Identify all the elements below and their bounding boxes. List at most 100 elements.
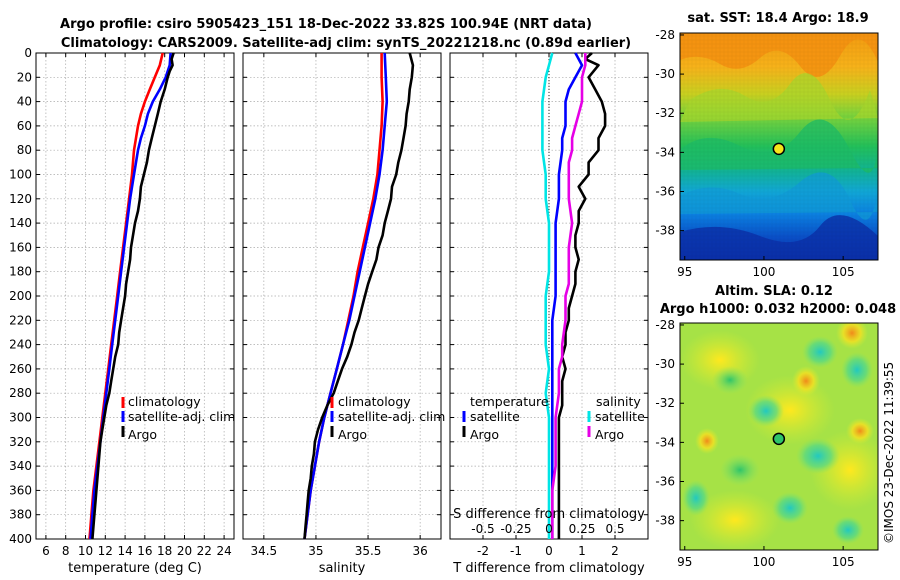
map-x-tick-label: 100	[752, 555, 775, 569]
legend-temperature-title: temperature	[470, 394, 549, 409]
map-y-tick-label: -28	[655, 318, 675, 332]
map-y-tick-label: -32	[655, 106, 675, 120]
salinity-panel: 34.5 35 35.5 36 salinity	[242, 52, 442, 576]
legend-s-argo-label: Argo	[595, 427, 624, 442]
x-tick-label: 1	[578, 544, 586, 558]
y-tick-label: 160	[9, 240, 32, 254]
series-line	[303, 52, 389, 540]
legend-argo-label: Argo	[338, 427, 367, 442]
map-x-tick-label: 95	[677, 265, 692, 279]
x-tick-label: 10	[78, 544, 93, 558]
x-tick-label: -1	[510, 544, 522, 558]
temperature-legend: climatology satellite-adj. clim Argo	[121, 394, 235, 442]
x-tick-label: 35.5	[355, 544, 382, 558]
salinity-legend: climatology satellite-adj. clim Argo	[330, 394, 445, 442]
map-y-tick-label: -36	[655, 475, 675, 489]
legend-salinity-title: salinity	[596, 394, 641, 409]
difference-salinity-legend: salinity satellite Argo	[587, 394, 645, 442]
x-tick-label: 6	[42, 544, 50, 558]
sst-map-title: sat. SST: 18.4 Argo: 18.9	[687, 11, 868, 26]
map-x-tick-label: 105	[832, 265, 855, 279]
y-tick-label: 140	[9, 216, 32, 230]
map-y-tick-label: -38	[655, 514, 675, 528]
legend-t-satellite-label: satellite	[470, 409, 520, 424]
y-tick-label: 360	[9, 483, 32, 497]
y-tick-label: 60	[17, 119, 32, 133]
sst-map-axes: 95 100 105 -28 -30 -32 -34 -36 -38	[655, 28, 854, 279]
map-y-tick-label: -30	[655, 357, 675, 371]
series-line	[551, 53, 587, 539]
difference-temperature-legend: temperature satellite Argo	[462, 394, 549, 442]
figure-title-line1: Argo profile: csiro 5905423_151 18-Dec-2…	[60, 17, 592, 32]
y-tick-label: 100	[9, 168, 32, 182]
map-y-tick-label: -34	[655, 435, 675, 449]
y-tick-label: 240	[9, 338, 32, 352]
y-tick-label: 320	[9, 435, 32, 449]
s-tick-label: -0.25	[500, 522, 531, 536]
y-tick-label: 260	[9, 362, 32, 376]
sla-map-image	[680, 323, 878, 550]
legend-s-satellite-label: satellite	[595, 409, 645, 424]
map-y-tick-label: -30	[655, 67, 675, 81]
copyright-stamp: ©IMOS 23-Dec-2022 11:39:55	[882, 362, 896, 544]
y-tick-label: 400	[9, 532, 32, 546]
x-axis-label: T difference from climatology	[452, 561, 645, 576]
x-tick-label: 12	[98, 544, 113, 558]
legend-t-argo-label: Argo	[470, 427, 499, 442]
x-axis-label: salinity	[319, 561, 366, 576]
s-tick-label: 0	[545, 522, 553, 536]
map-y-tick-label: -28	[655, 28, 675, 42]
y-tick-label: 380	[9, 508, 32, 522]
y-tick-label: 0	[24, 46, 32, 60]
sst-argo-location-marker	[772, 142, 786, 156]
series-line	[303, 52, 415, 540]
x-tick-label: 14	[117, 544, 132, 558]
map-y-tick-label: -36	[655, 185, 675, 199]
map-y-tick-label: -32	[655, 396, 675, 410]
temperature-panel: 6 8 10 12 14 16 18 20 22 240204060801001201401601…	[9, 46, 235, 576]
s-tick-label: 0.5	[605, 522, 624, 536]
y-tick-label: 220	[9, 313, 32, 327]
legend-satellite-label: satellite-adj. clim	[128, 409, 235, 424]
sla-map-frame	[679, 322, 879, 551]
s-difference-ticks: -0.5 -0.25 0 0.25 0.5	[471, 522, 624, 536]
series-line	[91, 52, 175, 540]
y-tick-label: 300	[9, 411, 32, 425]
y-tick-label: 340	[9, 459, 32, 473]
legend-climatology-label: climatology	[128, 394, 201, 409]
x-tick-label: 0	[545, 544, 553, 558]
map-x-tick-label: 100	[752, 265, 775, 279]
x-tick-label: 8	[62, 544, 70, 558]
s-tick-label: 0.25	[569, 522, 596, 536]
series-line	[541, 52, 554, 539]
x-tick-label: 35	[308, 544, 323, 558]
difference-panel: -2 -1 0 1 2 T difference from climatology	[449, 52, 649, 576]
sla-map-title-line2: Argo h1000: 0.032 h2000: 0.048	[660, 302, 896, 317]
map-x-tick-label: 95	[677, 555, 692, 569]
s-difference-axis-label: S difference from climatology	[453, 507, 645, 522]
sla-map-title-line1: Altim. SLA: 0.12	[715, 284, 833, 299]
sla-map-axes: 95 100 105 -28 -30 -32 -34 -36 -38	[655, 318, 854, 569]
sst-map-frame	[679, 32, 879, 261]
y-tick-label: 80	[17, 143, 32, 157]
x-tick-label: 20	[177, 544, 192, 558]
legend-satellite-label: satellite-adj. clim	[338, 409, 445, 424]
x-tick-label: 34.5	[250, 544, 277, 558]
y-tick-label: 280	[9, 386, 32, 400]
x-tick-label: 22	[197, 544, 212, 558]
map-y-tick-label: -34	[655, 145, 675, 159]
s-tick-label: -0.5	[471, 522, 494, 536]
x-axis-label: temperature (deg C)	[68, 561, 202, 576]
sla-argo-location-marker	[772, 432, 786, 446]
y-tick-label: 180	[9, 265, 32, 279]
x-tick-label: 18	[157, 544, 172, 558]
y-tick-label: 40	[17, 95, 32, 109]
y-tick-label: 120	[9, 192, 32, 206]
map-y-tick-label: -38	[655, 224, 675, 238]
series-line	[551, 52, 584, 539]
legend-climatology-label: climatology	[338, 394, 411, 409]
y-tick-label: 200	[9, 289, 32, 303]
x-tick-label: -2	[477, 544, 489, 558]
x-tick-label: 36	[413, 544, 428, 558]
